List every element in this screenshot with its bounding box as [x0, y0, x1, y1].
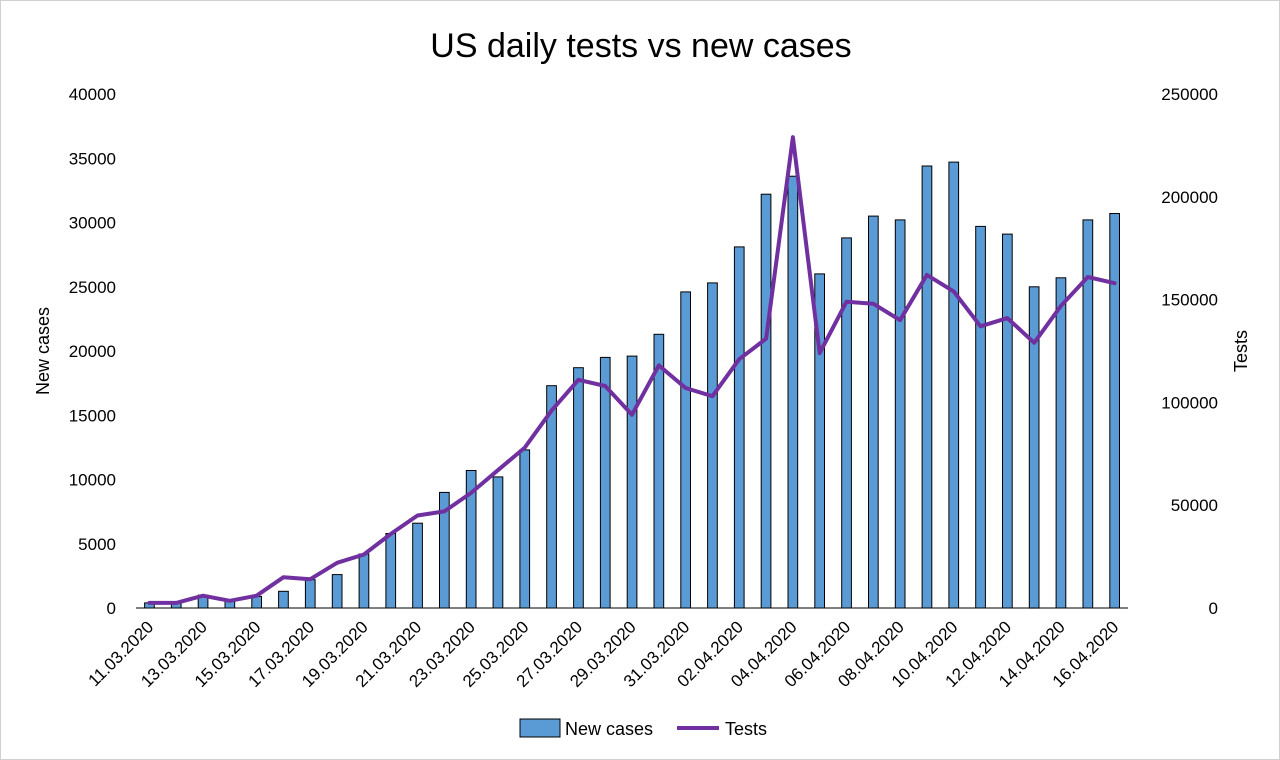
y2-axis-title: Tests	[1231, 330, 1251, 372]
y-tick-label: 15000	[69, 406, 116, 425]
bar-new-cases	[519, 449, 531, 609]
bar-new-cases	[626, 355, 638, 609]
y2-tick-label: 200000	[1161, 188, 1218, 207]
y-tick-label: 25000	[69, 278, 116, 297]
bar-new-cases	[760, 193, 772, 609]
y-tick-label: 20000	[69, 342, 116, 361]
y2-tick-label: 250000	[1161, 85, 1218, 104]
plot-area: 0 5000 10000 15000 20000 25000 30000 35000 40000…	[69, 85, 1218, 691]
bar-new-cases	[948, 161, 960, 609]
bar-new-cases	[680, 291, 691, 609]
bar-new-cases	[358, 553, 370, 609]
bar-new-cases	[385, 533, 397, 609]
y-tick-label: 40000	[69, 85, 116, 104]
bar-new-cases	[304, 579, 316, 609]
bar-new-cases	[733, 246, 745, 609]
bar-new-cases	[1002, 233, 1013, 609]
line-tests	[147, 135, 1117, 605]
bar-new-cases	[331, 574, 343, 609]
y-tick-label: 35000	[69, 149, 116, 168]
y2-tick-label: 0	[1209, 599, 1218, 618]
legend-label-tests: Tests	[725, 719, 767, 739]
bar-new-cases	[1055, 277, 1067, 609]
bar-new-cases	[492, 476, 504, 609]
legend: New cases Tests	[519, 718, 767, 739]
bar-new-cases	[573, 367, 584, 609]
bar-new-cases	[707, 282, 718, 609]
bar-new-cases	[975, 225, 986, 609]
chart-title: US daily tests vs new cases	[430, 27, 851, 65]
y2-tick-label: 50000	[1171, 496, 1218, 515]
y2-tick-label: 150000	[1161, 291, 1218, 310]
bar-new-cases	[278, 590, 289, 609]
bar-new-cases	[868, 215, 879, 609]
bar-new-cases	[921, 165, 933, 609]
legend-swatch-new-cases	[519, 718, 561, 738]
y-tick-label: 5000	[78, 535, 116, 554]
bar-new-cases	[599, 356, 611, 609]
bar-new-cases	[546, 385, 557, 609]
y-tick-label: 10000	[69, 471, 116, 490]
y-axis-title: New cases	[33, 307, 53, 395]
bar-new-cases	[787, 175, 799, 609]
bar-new-cases	[841, 237, 852, 609]
bar-new-cases	[1109, 213, 1121, 609]
bar-new-cases	[894, 219, 906, 609]
y2-tick-label: 100000	[1161, 393, 1218, 412]
legend-label-new-cases: New cases	[565, 719, 653, 739]
y-tick-label: 0	[107, 599, 116, 618]
y-tick-label: 30000	[69, 214, 116, 233]
bar-new-cases	[412, 522, 423, 609]
